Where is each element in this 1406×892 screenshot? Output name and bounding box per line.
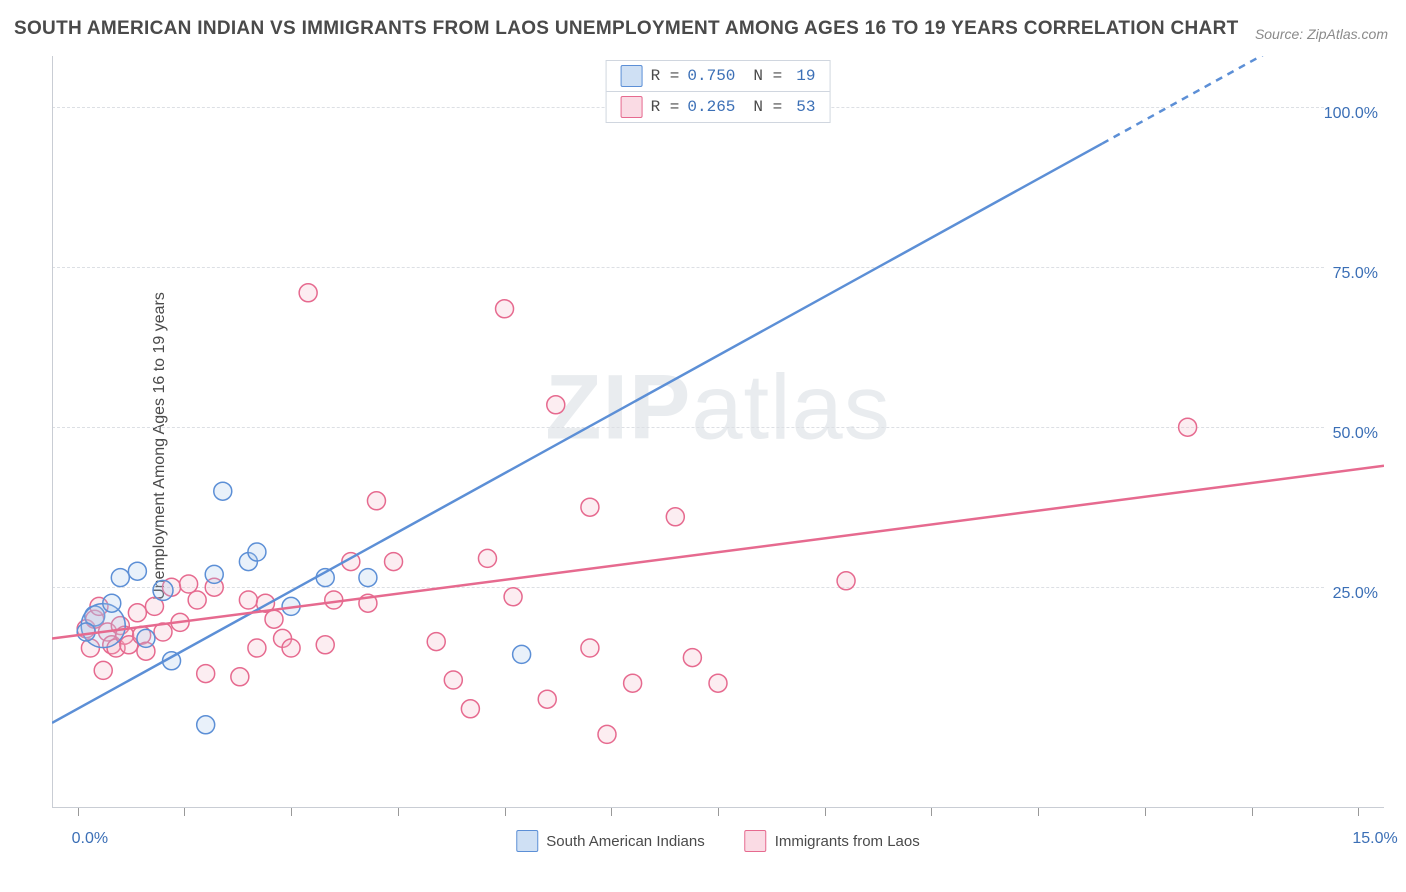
y-tick-label: 25.0% [1333, 585, 1378, 603]
x-tick [291, 808, 292, 816]
scatter-point [581, 639, 599, 657]
scatter-point [282, 639, 300, 657]
scatter-point [513, 645, 531, 663]
regression-line [52, 144, 1102, 723]
scatter-point [248, 543, 266, 561]
scatter-point [128, 562, 146, 580]
x-tick [78, 808, 79, 816]
scatter-point [248, 639, 266, 657]
scatter-point [316, 636, 334, 654]
legend-r-pink: 0.265 [687, 98, 735, 116]
scatter-point [496, 300, 514, 318]
x-tick [1358, 808, 1359, 816]
scatter-point [94, 661, 112, 679]
x-tick [1038, 808, 1039, 816]
scatter-point [444, 671, 462, 689]
legend-r-prefix: R = [651, 67, 680, 85]
swatch-blue-2 [516, 830, 538, 852]
x-tick [825, 808, 826, 816]
chart-source: Source: ZipAtlas.com [1255, 26, 1388, 42]
scatter-point [538, 690, 556, 708]
y-tick-label: 50.0% [1333, 425, 1378, 443]
scatter-point [239, 591, 257, 609]
scatter-point [385, 553, 403, 571]
scatter-point [231, 668, 249, 686]
x-tick-label: 15.0% [1352, 830, 1397, 848]
scatter-point [128, 604, 146, 622]
x-tick [718, 808, 719, 816]
scatter-point [624, 674, 642, 692]
x-tick [931, 808, 932, 816]
swatch-pink-2 [745, 830, 767, 852]
x-tick [184, 808, 185, 816]
legend-series: South American Indians Immigrants from L… [516, 830, 919, 852]
scatter-point [103, 594, 121, 612]
legend-n-pink: 53 [796, 98, 815, 116]
scatter-point [367, 492, 385, 510]
y-tick-label: 75.0% [1333, 265, 1378, 283]
scatter-point [180, 575, 198, 593]
regression-line-dashed [1102, 56, 1384, 144]
scatter-point [197, 665, 215, 683]
legend-r-prefix-2: R = [651, 98, 680, 116]
swatch-blue [621, 65, 643, 87]
legend-correlation: R = 0.750 N = 19 R = 0.265 N = 53 [606, 60, 831, 123]
scatter-point [265, 610, 283, 628]
scatter-point [581, 498, 599, 516]
scatter-point [837, 572, 855, 590]
scatter-point [137, 629, 155, 647]
x-tick [611, 808, 612, 816]
scatter-point [214, 482, 232, 500]
plot-svg [52, 56, 1384, 808]
scatter-point [359, 569, 377, 587]
legend-n-prefix: N = [753, 67, 782, 85]
legend-label-blue: South American Indians [546, 833, 704, 850]
y-tick-label: 100.0% [1324, 105, 1378, 123]
legend-label-pink: Immigrants from Laos [775, 833, 920, 850]
scatter-point [153, 580, 173, 600]
scatter-point [478, 549, 496, 567]
scatter-point [709, 674, 727, 692]
scatter-point [299, 284, 317, 302]
scatter-point [197, 716, 215, 734]
legend-r-blue: 0.750 [687, 67, 735, 85]
scatter-point [1179, 418, 1197, 436]
scatter-point [598, 725, 616, 743]
scatter-point [111, 569, 129, 587]
legend-row-pink: R = 0.265 N = 53 [607, 92, 830, 122]
legend-n-blue: 19 [796, 67, 815, 85]
scatter-point [547, 396, 565, 414]
x-tick [398, 808, 399, 816]
x-tick [1145, 808, 1146, 816]
legend-row-blue: R = 0.750 N = 19 [607, 61, 830, 92]
legend-item-pink: Immigrants from Laos [745, 830, 920, 852]
plot-area: ZIPatlas R = 0.750 N = 19 R = 0.265 N = … [52, 56, 1384, 856]
legend-n-prefix-2: N = [753, 98, 782, 116]
scatter-point [205, 565, 223, 583]
x-tick [505, 808, 506, 816]
legend-item-blue: South American Indians [516, 830, 704, 852]
x-tick [1252, 808, 1253, 816]
scatter-point [77, 623, 95, 641]
scatter-point [427, 633, 445, 651]
scatter-point [683, 649, 701, 667]
scatter-point [666, 508, 684, 526]
chart-title: SOUTH AMERICAN INDIAN VS IMMIGRANTS FROM… [14, 18, 1239, 40]
scatter-point [188, 591, 206, 609]
x-tick-label: 0.0% [72, 830, 108, 848]
scatter-point [461, 700, 479, 718]
scatter-point [504, 588, 522, 606]
swatch-pink [621, 96, 643, 118]
